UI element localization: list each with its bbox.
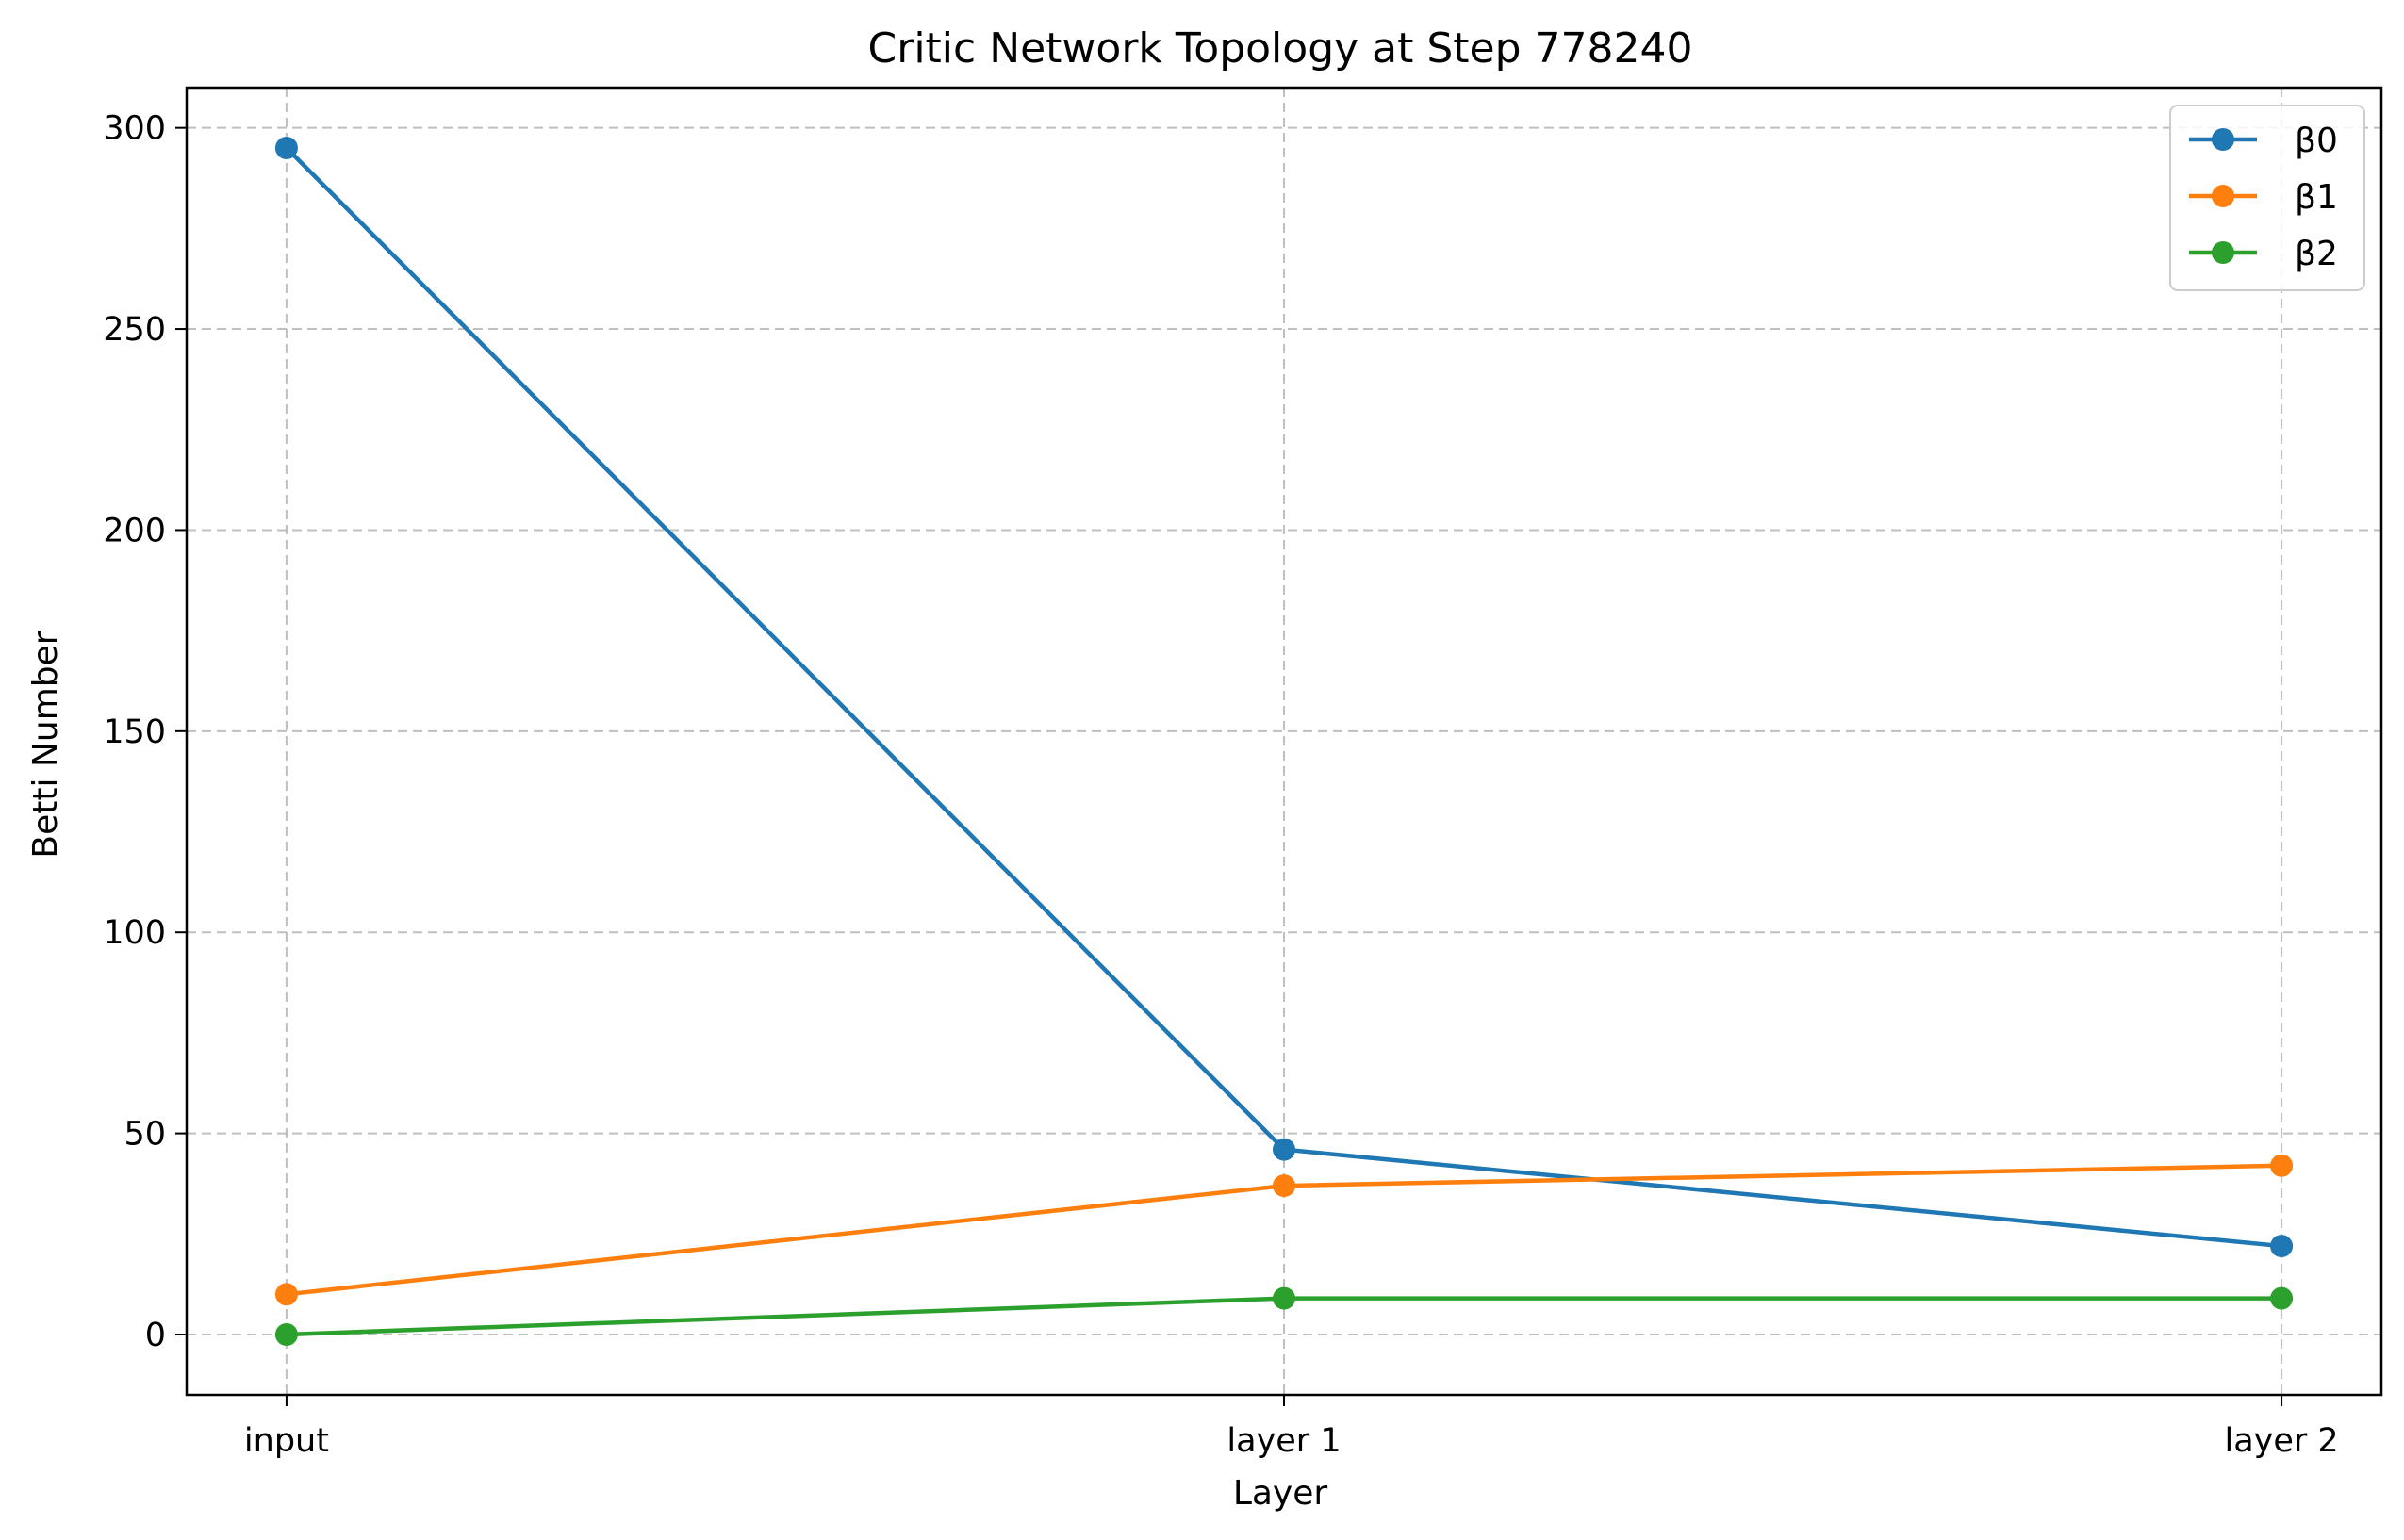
y-tick-label: 100 [103, 914, 166, 952]
x-tick-label: layer 1 [1227, 1422, 1341, 1460]
data-point [1273, 1174, 1295, 1198]
legend-item: β1 [2189, 178, 2338, 217]
grid [187, 88, 2381, 1395]
data-point [274, 1283, 298, 1306]
x-tick-label: input [244, 1422, 329, 1460]
data-point [1273, 1138, 1295, 1161]
legend-label: β1 [2295, 178, 2338, 217]
chart-title: Critic Network Topology at Step 778240 [868, 25, 1693, 73]
series-2 [274, 1286, 2294, 1346]
series-0 [274, 137, 2294, 1258]
x-tick-label: layer 2 [2224, 1422, 2338, 1460]
legend-label: β2 [2295, 235, 2338, 273]
legend-item: β2 [2189, 235, 2338, 273]
data-point [2270, 1235, 2294, 1258]
series-group [274, 137, 2294, 1346]
data-point [2270, 1286, 2294, 1310]
data-point [274, 137, 298, 160]
legend-marker [2212, 241, 2234, 264]
y-tick-label: 0 [145, 1317, 166, 1354]
y-tick-label: 50 [123, 1116, 166, 1154]
y-tick-label: 250 [103, 311, 166, 349]
legend-marker [2212, 128, 2234, 151]
y-axis-ticks: 0 50 100 150 200 250 300 [103, 110, 187, 1354]
x-axis-label: Layer [1233, 1474, 1328, 1513]
legend-marker [2212, 185, 2234, 207]
legend-label: β0 [2295, 122, 2338, 160]
y-axis-label: Betti Number [26, 631, 65, 858]
data-point [274, 1322, 298, 1346]
data-point [1273, 1286, 1295, 1310]
legend: β0 β1 β2 [2169, 105, 2365, 291]
y-tick-label: 150 [103, 713, 166, 751]
y-tick-label: 300 [103, 110, 166, 148]
data-point [2270, 1154, 2294, 1177]
legend-item: β0 [2189, 122, 2338, 160]
x-axis-ticks: input layer 1 layer 2 [244, 1395, 2339, 1460]
y-tick-label: 200 [103, 512, 166, 549]
series-1 [274, 1154, 2294, 1306]
